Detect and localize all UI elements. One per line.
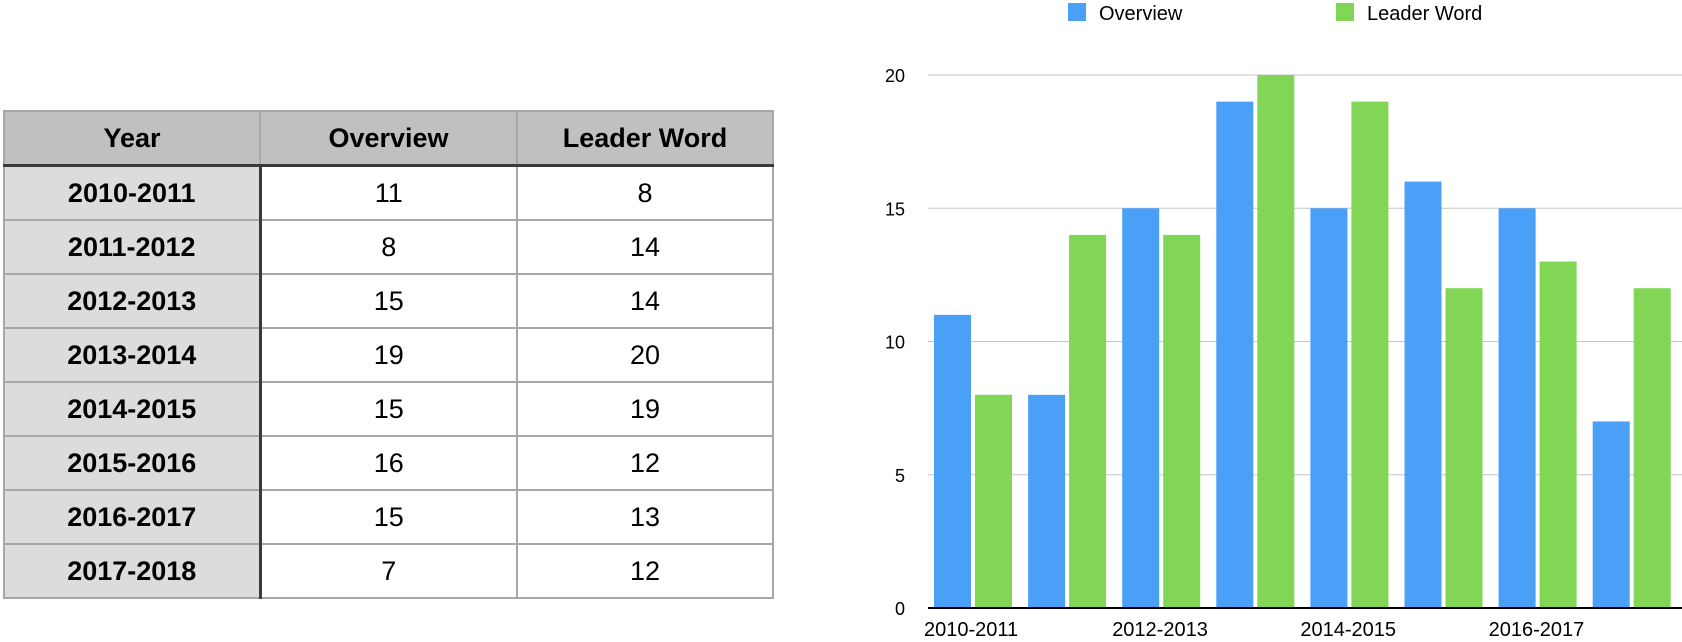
y-tick-label: 20 — [885, 66, 905, 86]
table-row: 2016-2017 15 13 — [3, 489, 774, 545]
bar-leader-word — [1539, 261, 1577, 608]
legend-label: Overview — [1099, 3, 1183, 25]
leader-word-cell: 13 — [516, 489, 774, 545]
bar-overview — [1028, 394, 1066, 608]
x-tick-label: 2014-2015 — [1300, 619, 1396, 641]
table-row: 2014-2015 15 19 — [3, 381, 774, 437]
x-tick-label: 2016-2017 — [1489, 619, 1585, 641]
x-tick-label: 2012-2013 — [1112, 619, 1208, 641]
year-cell: 2011-2012 — [3, 219, 262, 275]
leader-word-cell: 14 — [516, 273, 774, 329]
overview-cell: 16 — [259, 435, 518, 491]
overview-cell: 15 — [259, 273, 518, 329]
bar-leader-word — [1069, 234, 1107, 608]
year-cell: 2012-2013 — [3, 273, 262, 329]
bar-overview — [1216, 101, 1254, 609]
overview-cell: 8 — [259, 219, 518, 275]
column-header-year: Year — [3, 110, 261, 167]
bar-overview — [934, 314, 971, 608]
y-tick-label: 15 — [885, 199, 905, 219]
table-header-row: Year Overview Leader Word — [3, 110, 774, 167]
bar-overview — [1310, 208, 1348, 608]
leader-word-cell: 19 — [516, 381, 774, 437]
table-row: 2010-2011 11 8 — [3, 164, 774, 221]
bar-overview — [1122, 208, 1160, 608]
leader-word-cell: 20 — [516, 327, 774, 383]
legend-swatch — [1068, 3, 1086, 21]
table-row: 2013-2014 19 20 — [3, 327, 774, 383]
year-cell: 2014-2015 — [3, 381, 262, 437]
overview-cell: 15 — [259, 489, 518, 545]
legend-label: Leader Word — [1367, 3, 1482, 25]
bar-leader-word — [1351, 101, 1389, 609]
overview-cell: 19 — [259, 327, 518, 383]
y-tick-label: 0 — [895, 599, 905, 619]
bar-overview — [1404, 181, 1442, 608]
table-row: 2015-2016 16 12 — [3, 435, 774, 491]
overview-cell: 7 — [259, 543, 518, 599]
column-header-leader-word: Leader Word — [516, 110, 774, 167]
column-header-overview: Overview — [259, 110, 518, 167]
bar-leader-word — [1257, 75, 1295, 608]
y-tick-label: 10 — [885, 333, 905, 353]
y-tick-label: 5 — [895, 466, 905, 486]
data-table: Year Overview Leader Word 2010-2011 11 8… — [3, 110, 774, 599]
year-cell: 2015-2016 — [3, 435, 262, 491]
leader-word-cell: 14 — [516, 219, 774, 275]
bar-leader-word — [975, 394, 1012, 608]
bar-leader-word — [1633, 288, 1671, 608]
table-row: 2011-2012 8 14 — [3, 219, 774, 275]
x-tick-label: 2010-2011 — [924, 619, 1018, 641]
leader-word-cell: 12 — [516, 543, 774, 599]
bar-overview — [1592, 421, 1630, 608]
bar-overview — [1498, 208, 1536, 608]
overview-cell: 15 — [259, 381, 518, 437]
table-row: 2017-2018 7 12 — [3, 543, 774, 599]
legend-swatch — [1336, 3, 1354, 21]
bar-leader-word — [1163, 234, 1201, 608]
leader-word-cell: 12 — [516, 435, 774, 491]
table-row: 2012-2013 15 14 — [3, 273, 774, 329]
year-cell: 2013-2014 — [3, 327, 262, 383]
year-cell: 2010-2011 — [3, 164, 262, 221]
leader-word-cell: 8 — [516, 164, 774, 221]
bar-leader-word — [1445, 288, 1483, 608]
year-cell: 2017-2018 — [3, 543, 262, 599]
overview-cell: 11 — [259, 164, 518, 221]
year-cell: 2016-2017 — [3, 489, 262, 545]
